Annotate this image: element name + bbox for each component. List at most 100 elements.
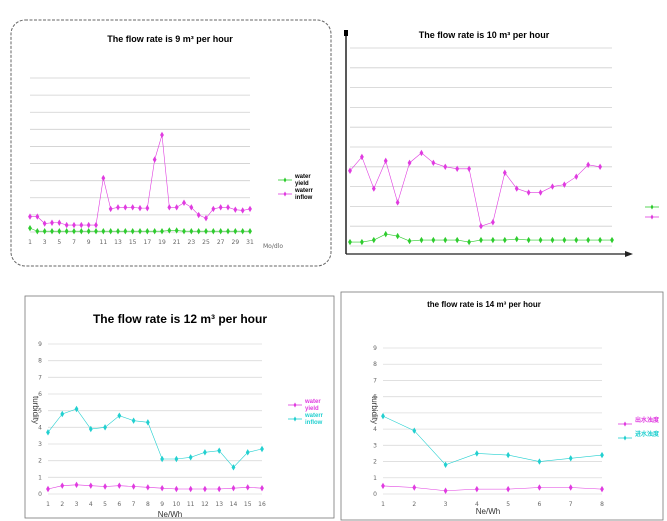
chart-1-series-2-point xyxy=(79,221,84,229)
chart-4-y-tick-label: 8 xyxy=(373,361,377,368)
chart-1-x-tick-label: 17 xyxy=(144,239,152,246)
chart-2-series-2-point xyxy=(514,185,519,192)
chart-3-x-tick-label: 14 xyxy=(230,501,238,508)
chart-1-x-tick-label: 7 xyxy=(72,239,76,246)
chart-4-y-label: turbidity xyxy=(370,396,379,424)
chart-1-series-2-point xyxy=(152,156,157,163)
chart-1-x-label: Mo/dlo xyxy=(263,243,283,250)
chart-2-series-2-point xyxy=(586,161,591,169)
chart-3-series-2-point xyxy=(60,410,65,418)
chart-3-series-1-point xyxy=(88,482,93,489)
chart-3-series-1-point xyxy=(203,485,207,493)
chart-4-series-1-point xyxy=(568,484,573,491)
chart-3-legend-marker xyxy=(293,402,297,408)
chart-1-x-tick-label: 31 xyxy=(246,239,254,246)
chart-3-series-1-point xyxy=(117,482,122,489)
chart-3-y-tick-label: 9 xyxy=(38,341,42,348)
chart-2-series-2-point xyxy=(431,159,436,167)
chart-2-series-2-point xyxy=(550,183,555,190)
chart-1-x-tick-label: 27 xyxy=(217,239,225,246)
chart-1-series-1-point xyxy=(226,228,230,235)
chart-4-x-tick-label: 3 xyxy=(444,501,448,508)
chart-3-x-tick-label: 16 xyxy=(258,501,266,508)
chart-1-series-2-point xyxy=(116,204,120,211)
chart-2-series-2-point xyxy=(502,169,507,176)
chart-1-series-1-point xyxy=(167,227,172,234)
chart-1-x-tick-label: 5 xyxy=(57,239,61,246)
chart-2-series-1-point xyxy=(574,236,579,244)
chart-1-series-2-point xyxy=(189,204,194,211)
chart-3-series-1-point xyxy=(188,485,193,493)
chart-3-y-tick-label: 3 xyxy=(38,441,42,448)
chart-4-series-1-point xyxy=(474,485,479,493)
chart-4-x-tick-label: 5 xyxy=(506,501,510,508)
chart-1-series-1-point xyxy=(145,228,150,235)
chart-2-series-1-point xyxy=(431,236,436,244)
chart-2-series-1-point xyxy=(502,236,507,244)
chart-2-series-2-point xyxy=(467,165,472,172)
chart-1-series-1-point xyxy=(218,228,223,235)
chart-1-x-tick-label: 21 xyxy=(173,239,181,246)
chart-1-title: The flow rate is 9 m³ per hour xyxy=(107,34,233,44)
chart-1-x-tick-label: 29 xyxy=(232,239,240,246)
chart-3-series-2-point xyxy=(103,424,107,431)
chart-4-series-1-point xyxy=(381,482,385,490)
chart-1-series-2-point xyxy=(57,219,62,226)
chart-1-series-2-point xyxy=(42,220,47,227)
chart-3-y-tick-label: 7 xyxy=(38,374,42,381)
chart-1-series-2-point xyxy=(174,204,179,211)
chart-1-series-2-point xyxy=(160,131,164,139)
chart-1-series-2-point xyxy=(108,205,113,213)
chart-1-series-2-point xyxy=(182,199,186,206)
chart-4-series-1-point xyxy=(412,484,417,491)
chart-3-y-label: turbidity xyxy=(31,396,40,424)
chart-1-series-1-point xyxy=(248,228,252,235)
chart-2-series-2-point xyxy=(359,153,364,161)
chart-1-series-2-point xyxy=(248,205,252,213)
chart-1-series-1-point xyxy=(57,228,62,235)
chart-2-series-1-point xyxy=(586,236,591,244)
chart-1-x-tick-label: 9 xyxy=(87,239,91,246)
chart-1-series-2-point xyxy=(35,213,40,220)
chart-2-series-2-point xyxy=(574,173,579,180)
chart-3-x-tick-label: 8 xyxy=(146,501,150,508)
chart-3-x-tick-label: 7 xyxy=(132,501,136,508)
chart-4-x-tick-label: 4 xyxy=(475,501,479,508)
chart-1-series-1-point xyxy=(189,228,194,235)
chart-3-x-tick-label: 1 xyxy=(46,501,50,508)
chart-4-series-1-line xyxy=(382,485,603,492)
chart-1-x-tick-label: 23 xyxy=(188,239,196,246)
chart-2-series-1-point xyxy=(443,236,448,244)
chart-2-series-1-point xyxy=(514,235,519,243)
chart-3-x-tick-label: 12 xyxy=(201,501,209,508)
chart-4-y-tick-label: 1 xyxy=(373,475,377,482)
chart-1-series-1-point xyxy=(174,227,179,234)
chart-3-frame xyxy=(24,295,335,519)
chart-4-frame xyxy=(340,291,664,521)
chart-3-series-1-point xyxy=(174,485,179,493)
chart-1-series-2-point xyxy=(233,206,238,213)
chart-1-series-1-point xyxy=(152,228,157,235)
chart-3-title: The flow rate is 12 m³ per hour xyxy=(93,312,267,326)
chart-1-series-1-point xyxy=(123,228,128,235)
chart-2-series-1-point xyxy=(526,236,531,244)
chart-3-y-tick-label: 1 xyxy=(38,474,42,481)
chart-4-x-tick-label: 2 xyxy=(412,501,416,508)
chart-2: The flow rate is 10 m³ per hour xyxy=(344,30,659,257)
chart-1-series-1-point xyxy=(28,224,32,232)
chart-3-x-tick-label: 10 xyxy=(173,501,181,508)
chart-1-series-2-point xyxy=(211,205,216,213)
chart-3-x-label: Ne/Wh xyxy=(158,510,182,519)
chart-3-series-2-point xyxy=(203,449,207,456)
chart-3-series-1-point xyxy=(145,484,150,491)
chart-3-legend-label: waterr inflow xyxy=(304,413,324,426)
chart-1-series-2-point xyxy=(64,221,69,229)
chart-4-series-1-point xyxy=(443,487,448,494)
chart-3-series-1-point xyxy=(103,483,107,490)
chart-4-x-tick-label: 8 xyxy=(600,501,604,508)
chart-1-series-1-point xyxy=(130,228,135,235)
chart-3-series-1-point xyxy=(217,485,222,493)
chart-3-series-1-point xyxy=(260,484,264,492)
chart-1-series-2-point xyxy=(72,221,76,229)
chart-1-series-1-point xyxy=(35,228,40,235)
